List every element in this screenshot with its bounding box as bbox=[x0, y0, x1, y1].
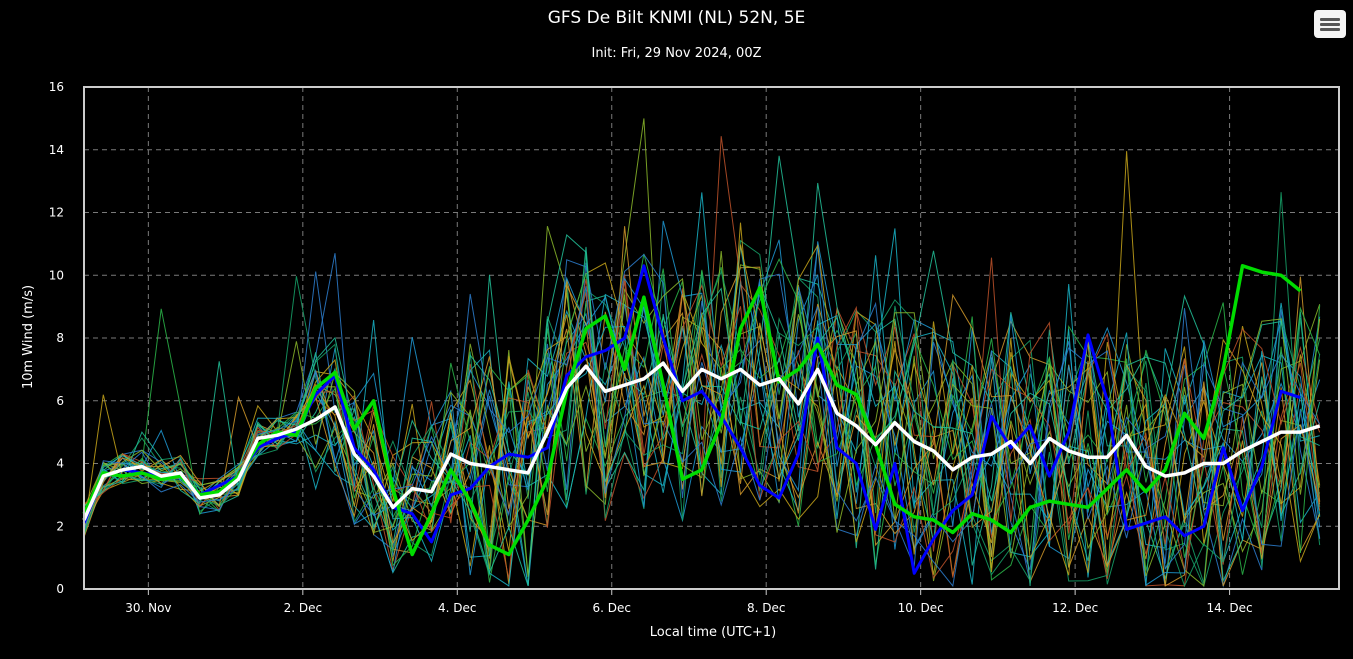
hamburger-menu-icon[interactable] bbox=[1314, 10, 1346, 38]
x-tick-label: 4. Dec bbox=[438, 601, 476, 615]
y-tick-label: 6 bbox=[56, 394, 64, 408]
ensemble-member-line bbox=[83, 151, 1321, 576]
ensemble-member-line bbox=[83, 257, 1321, 580]
y-tick-label: 16 bbox=[49, 80, 64, 94]
y-tick-label: 0 bbox=[56, 582, 64, 596]
main-series-lines bbox=[82, 264, 1321, 575]
ensemble-member-line bbox=[83, 234, 1320, 587]
y-axis-title: 10m Wind (m/s) bbox=[21, 285, 36, 389]
y-tick-label: 12 bbox=[49, 206, 64, 220]
x-axis-ticks: 30. Nov 2. Dec 4. Dec 6. Dec 8. Dec 10. Dec 12… bbox=[125, 589, 1253, 615]
ensemble-member-line bbox=[83, 226, 1321, 587]
x-axis-title: Local time (UTC+1) bbox=[650, 625, 776, 640]
y-tick-label: 10 bbox=[49, 268, 64, 282]
x-tick-label: 12. Dec bbox=[1052, 601, 1098, 615]
ensemble-member-line bbox=[83, 228, 1320, 586]
ensemble-member-line bbox=[83, 264, 1321, 577]
y-tick-label: 14 bbox=[49, 143, 64, 157]
y-tick-label: 4 bbox=[56, 457, 64, 471]
ensemble-member-line bbox=[83, 226, 1321, 587]
ensemble-member-line bbox=[83, 255, 1321, 549]
ensemble-member-line bbox=[83, 136, 1321, 578]
x-tick-label: 8. Dec bbox=[747, 601, 785, 615]
x-tick-label: 2. Dec bbox=[284, 601, 322, 615]
x-tick-label: 30. Nov bbox=[125, 601, 171, 615]
ensemble-member-line bbox=[83, 283, 1321, 567]
y-axis-ticks: 0 2 4 6 8 10 12 14 16 bbox=[49, 80, 64, 596]
y-tick-label: 2 bbox=[56, 519, 64, 533]
ensemble-mean-line bbox=[82, 361, 1321, 521]
chart-subtitle: Init: Fri, 29 Nov 2024, 00Z bbox=[591, 46, 762, 61]
y-tick-label: 8 bbox=[56, 331, 64, 345]
x-tick-label: 10. Dec bbox=[898, 601, 944, 615]
x-tick-label: 6. Dec bbox=[593, 601, 631, 615]
x-tick-label: 14. Dec bbox=[1207, 601, 1253, 615]
ensemble-member-line bbox=[83, 192, 1321, 587]
plot-frame bbox=[83, 86, 1340, 590]
ensemble-member-line bbox=[83, 192, 1321, 588]
chart-title: GFS De Bilt KNMI (NL) 52N, 5E bbox=[547, 8, 806, 28]
ensemble-member-lines bbox=[83, 118, 1321, 588]
ensemble-member-line bbox=[83, 262, 1321, 588]
